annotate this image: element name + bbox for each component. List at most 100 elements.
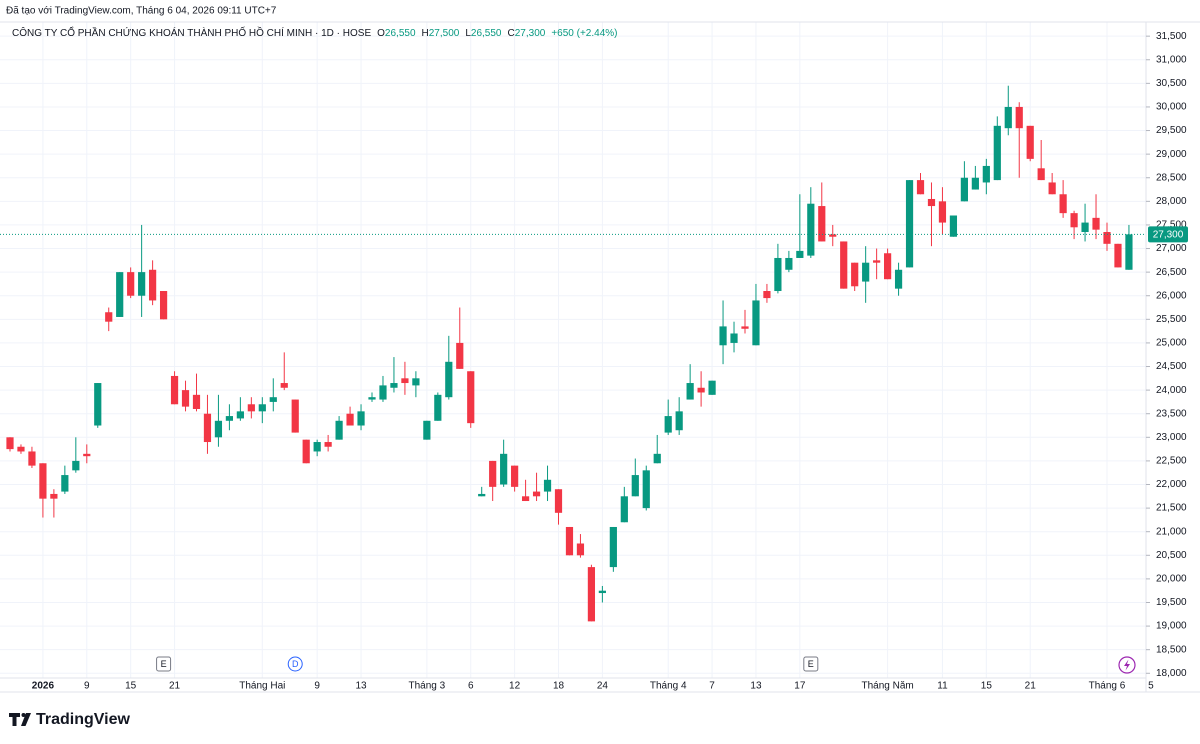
y-tick-label: 28,500: [1156, 172, 1187, 183]
candle-body: [763, 291, 771, 299]
candle-body: [1114, 243, 1122, 268]
candle-body: [916, 180, 925, 195]
candle-body: [423, 420, 431, 440]
x-tick-label: Tháng 6: [1089, 681, 1126, 692]
candle-body: [905, 180, 914, 268]
candle-body: [796, 250, 804, 258]
x-tick-label: 2026: [32, 681, 55, 692]
y-tick-label: 22,000: [1156, 479, 1187, 490]
event-label: E: [161, 659, 167, 669]
x-tick-label: 21: [1025, 681, 1037, 692]
x-tick-label: 24: [597, 681, 609, 692]
candle-body: [1026, 125, 1034, 159]
x-tick-label: 21: [169, 681, 181, 692]
candle-body: [280, 383, 288, 388]
candle-body: [894, 269, 903, 289]
candle-body: [39, 463, 47, 499]
y-tick-label: 19,500: [1156, 597, 1187, 608]
candle-body: [269, 397, 277, 402]
candle-body: [873, 260, 881, 263]
x-tick-label: 15: [981, 681, 993, 692]
legend-header: CÔNG TY CỔ PHẦN CHỨNG KHOÁN THÀNH PHỐ HỒ…: [12, 25, 618, 39]
field-key: O: [377, 28, 385, 39]
candle-body: [927, 198, 936, 207]
candle-body: [851, 262, 859, 287]
y-tick-label: 31,000: [1156, 54, 1187, 65]
candle-body: [335, 420, 343, 440]
candle-body: [697, 387, 705, 393]
candle-body: [236, 411, 244, 419]
candle-body: [1004, 106, 1012, 129]
x-tick-label: 15: [125, 681, 137, 692]
x-tick-label: 18: [553, 681, 565, 692]
last-price-box: [1148, 226, 1188, 243]
symbol-title: CÔNG TY CỔ PHẦN CHỨNG KHOÁN THÀNH PHỐ HỒ…: [12, 25, 371, 39]
candle-body: [664, 416, 672, 433]
x-tick-label: 17: [794, 681, 806, 692]
candle-body: [434, 394, 442, 421]
candle-body: [390, 383, 398, 388]
candle-body: [971, 177, 979, 190]
candle-body: [818, 206, 826, 242]
candle-body: [324, 442, 332, 447]
candle-body: [258, 404, 266, 412]
candle-body: [225, 416, 233, 421]
candle-body: [1103, 232, 1111, 244]
candle-body: [620, 496, 628, 523]
candle-body: [1092, 217, 1100, 230]
candle-body: [752, 300, 760, 346]
candle-body: [785, 257, 793, 270]
candle-body: [489, 460, 497, 487]
candle-body: [478, 493, 486, 497]
candle-body: [532, 491, 541, 497]
x-tick-label: 9: [84, 681, 90, 692]
price-axis-bg: [1146, 22, 1200, 692]
candles: [0, 85, 1146, 622]
caption: Đã tạo với TradingView.com, Tháng 6 04, …: [6, 6, 277, 17]
x-tick-label: 9: [314, 681, 320, 692]
candle-body: [862, 262, 870, 282]
candle-body: [379, 385, 387, 400]
candle-body: [993, 125, 1001, 181]
y-tick-label: 21,500: [1156, 503, 1187, 514]
x-tick-label: Tháng Năm: [861, 681, 913, 692]
candle-body: [774, 257, 782, 292]
x-tick-label: 11: [937, 681, 948, 692]
candle-body: [938, 201, 947, 223]
y-tick-label: 20,500: [1156, 550, 1187, 561]
candle-body: [960, 177, 968, 202]
candle-body: [631, 475, 639, 497]
candle-body: [840, 241, 848, 289]
candle-body: [576, 543, 585, 556]
candle-body: [357, 411, 365, 426]
y-tick-label: 21,000: [1156, 526, 1187, 537]
y-tick-label: 25,000: [1156, 338, 1187, 349]
candle-body: [730, 333, 738, 343]
field-value: 26,550: [471, 28, 502, 39]
brand-logo: TradingView: [9, 711, 131, 728]
y-tick-label: 18,000: [1156, 668, 1187, 679]
candle-body: [138, 272, 146, 296]
x-tick-label: 7: [709, 681, 715, 692]
candle-body: [500, 453, 508, 485]
candle-body: [127, 272, 135, 296]
candle-body: [554, 489, 563, 513]
candle-body: [291, 399, 299, 433]
candle-body: [1015, 106, 1023, 129]
x-tick-label: 13: [750, 681, 762, 692]
candle-body: [565, 526, 574, 556]
candle-body: [598, 590, 606, 594]
field-value: 26,550: [385, 28, 416, 39]
candle-body: [83, 453, 91, 457]
y-tick-label: 27,000: [1156, 243, 1187, 254]
candle-body: [17, 446, 25, 452]
candle-body: [642, 470, 650, 509]
candle-body: [1048, 182, 1056, 195]
y-tick-label: 20,000: [1156, 574, 1187, 585]
x-tick-label: 13: [355, 681, 367, 692]
candle-body: [521, 496, 530, 502]
change: +650 (+2.44%): [551, 28, 617, 39]
candle-body: [1059, 194, 1067, 214]
candle-body: [543, 479, 552, 492]
y-tick-label: 22,500: [1156, 456, 1187, 467]
